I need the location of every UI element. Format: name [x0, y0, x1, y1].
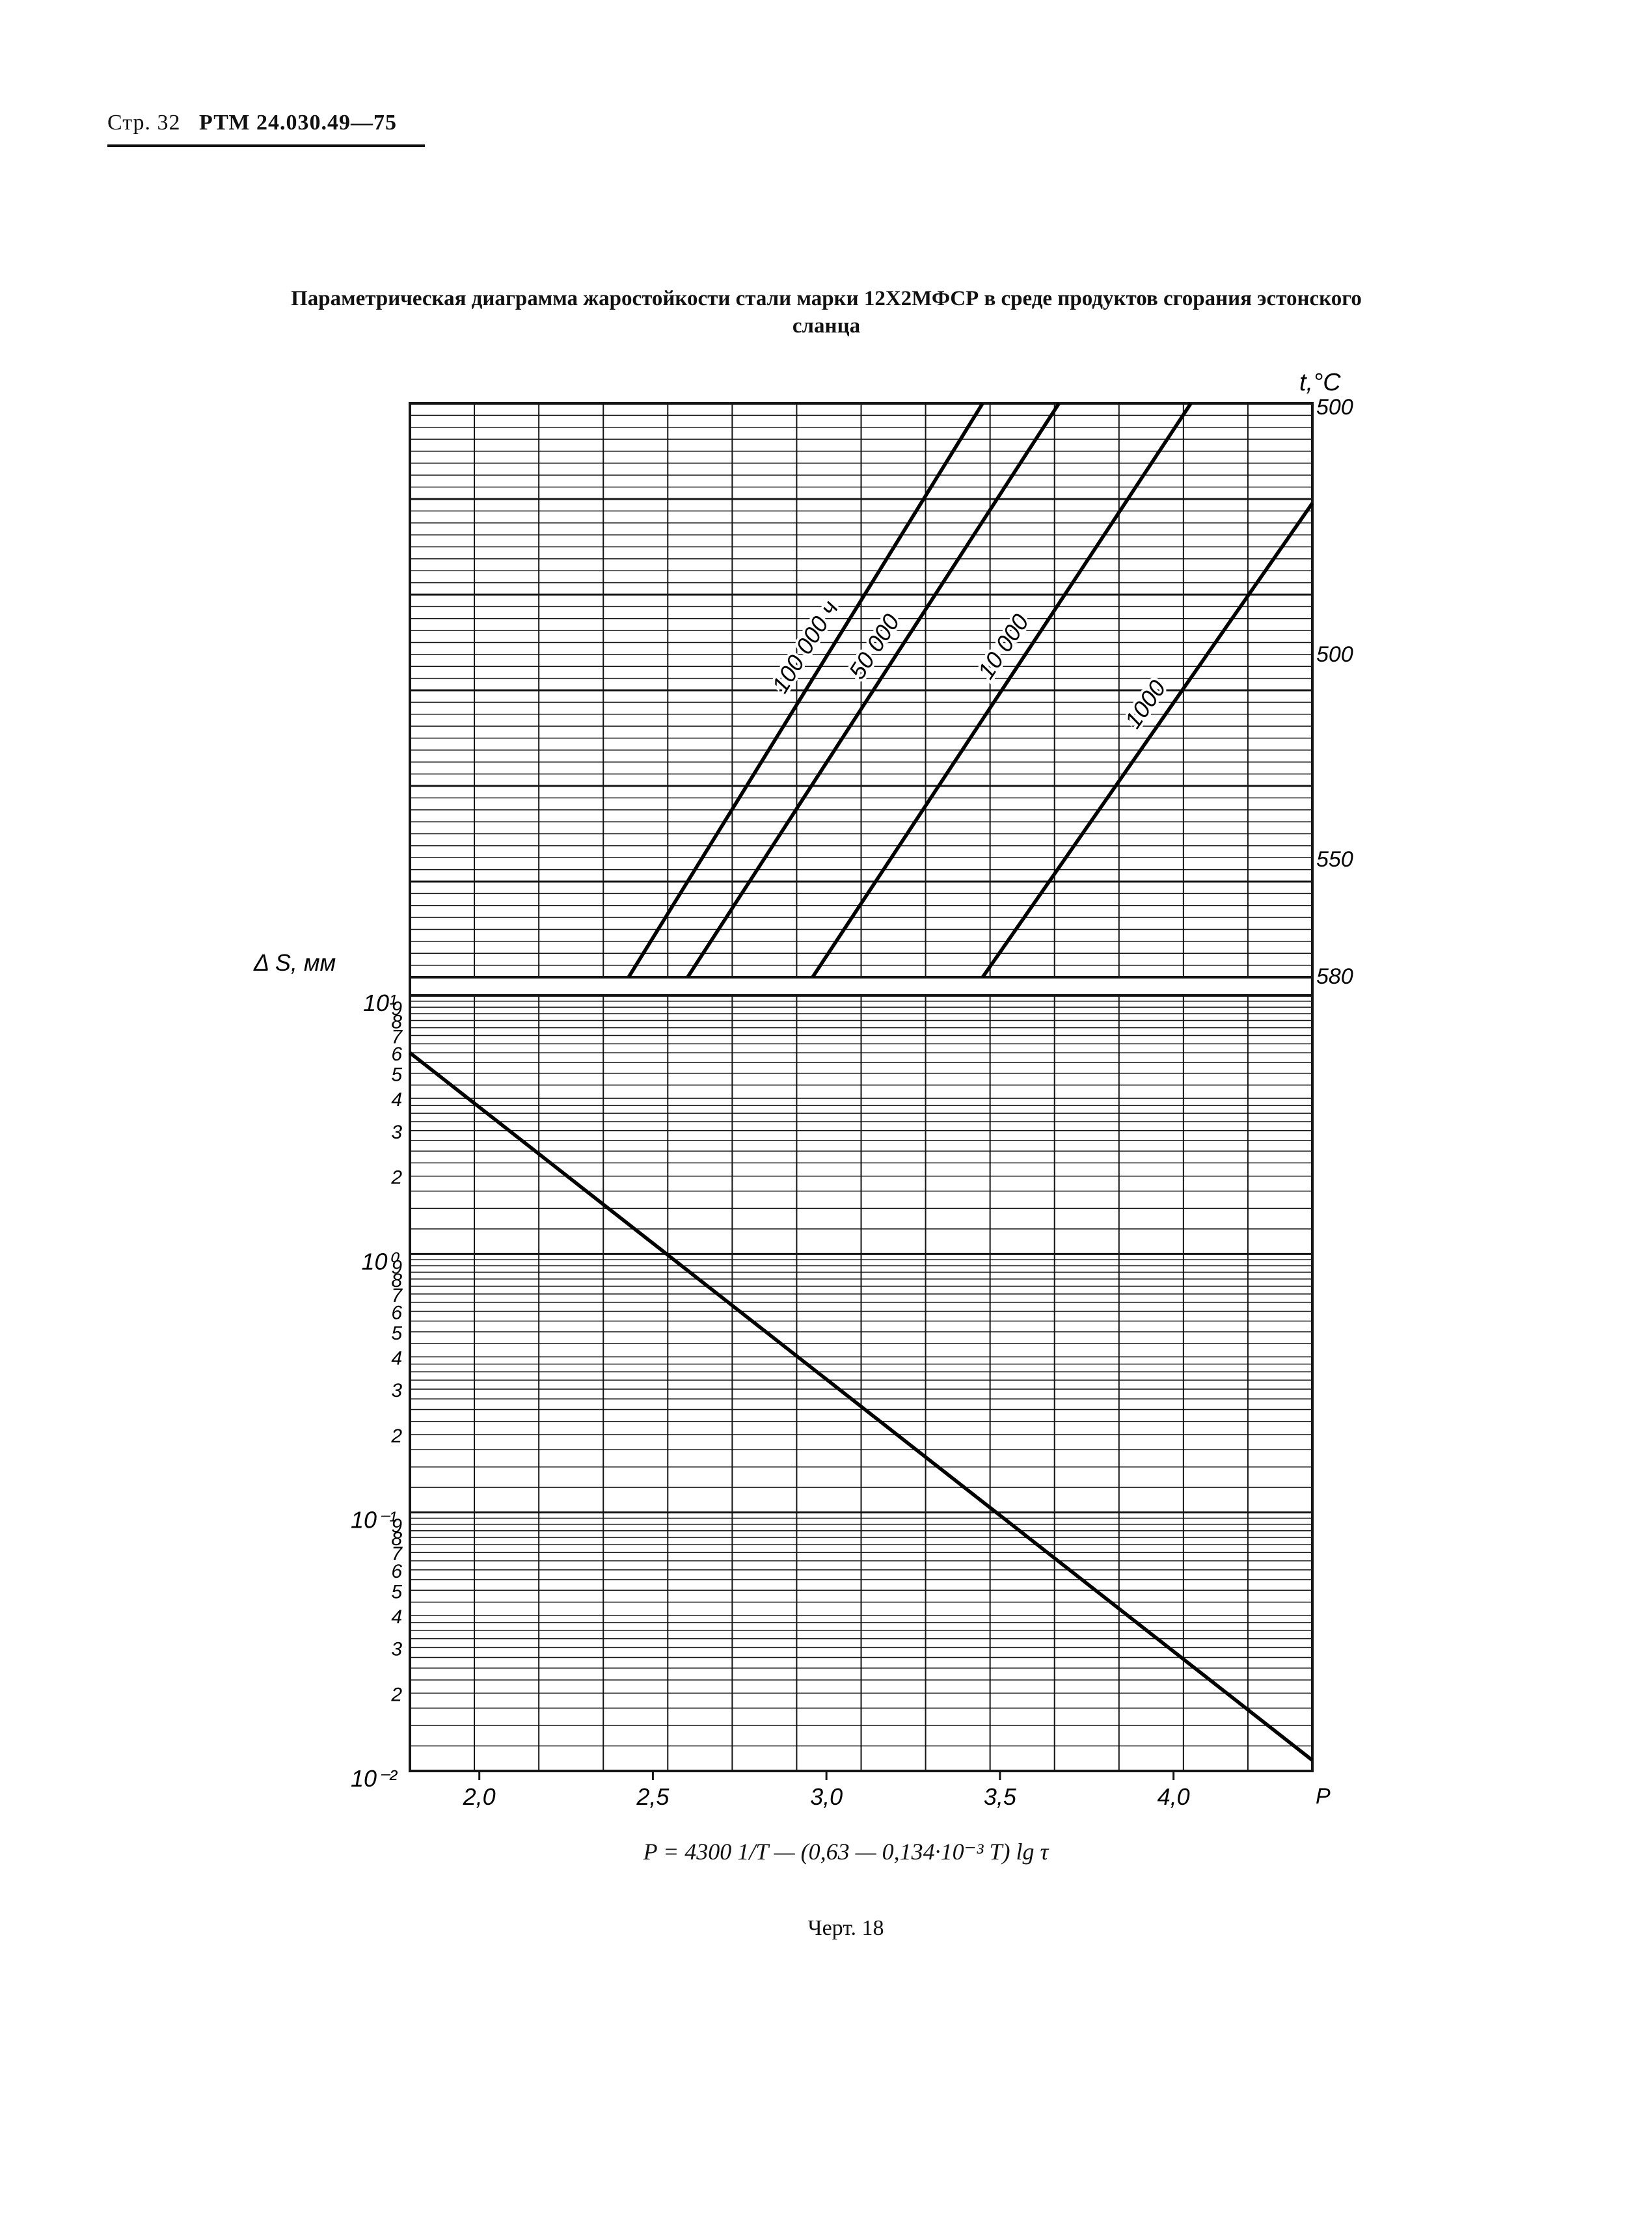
decade-tick-label: 10¹	[363, 990, 397, 1016]
minor-tick-label: 5	[391, 1581, 402, 1602]
bottom-axis-label: Δ S, мм	[253, 949, 336, 976]
minor-tick-label: 2	[390, 1167, 402, 1189]
minor-tick-label: 7	[391, 1027, 403, 1048]
minor-tick-label: 2	[390, 1425, 402, 1447]
minor-tick-label: 3	[391, 1380, 402, 1401]
minor-tick-label: 8	[391, 1270, 402, 1291]
top-panel-frame	[409, 402, 1314, 979]
x-tick-label: 3,0	[810, 1783, 843, 1810]
minor-tick-label: 8	[391, 1528, 402, 1550]
minor-tick-label: 9	[391, 1515, 402, 1537]
minor-tick-label: 6	[391, 1044, 402, 1065]
isochrone-line	[627, 402, 984, 979]
page-header: Стр. 32 РТМ 24.030.49—75	[107, 111, 397, 135]
minor-tick-label: 5	[391, 1323, 402, 1344]
figure-label: Черт. 18	[807, 1916, 884, 1940]
page-number: Стр. 32	[107, 111, 181, 135]
isochrone-label: 10 000	[972, 609, 1034, 683]
minor-tick-label: 3	[391, 1122, 402, 1143]
decade-tick-label: 10⁰	[362, 1248, 400, 1275]
x-tick-label: 2,0	[463, 1783, 496, 1810]
isochrone-line	[811, 402, 1193, 979]
bottom-panel-frame	[409, 994, 1314, 1772]
chart-caption: Параметрическая диаграмма жаростойкости …	[291, 287, 1362, 338]
minor-tick-label: 5	[391, 1064, 402, 1086]
minor-tick-label: 9	[391, 998, 402, 1020]
decade-tick-label: 10⁻²	[351, 1765, 398, 1792]
formula: P = 4300 1/T — (0,63 — 0,134·10⁻³ T) lg …	[643, 1839, 1049, 1865]
minor-tick-label: 4	[391, 1089, 402, 1111]
oxidation-depth-line	[409, 1051, 1314, 1762]
temperature-tick-label: 550	[1316, 847, 1353, 872]
minor-tick-label: 6	[391, 1561, 402, 1582]
decade-tick-label: 10⁻¹	[351, 1507, 397, 1533]
x-tick-label: 4,0	[1158, 1783, 1190, 1810]
minor-tick-label: 4	[391, 1606, 402, 1628]
isochrone-label: 1000	[1119, 675, 1171, 733]
isochrone-label: 50 000	[843, 609, 904, 684]
minor-tick-label: 6	[391, 1302, 402, 1323]
x-tick-label: 2,5	[636, 1783, 670, 1810]
minor-tick-label: 9	[391, 1257, 402, 1278]
x-axis-label: P	[1316, 1784, 1331, 1809]
x-tick-label: 3,5	[984, 1783, 1017, 1810]
top-axis-label: t,°C	[1299, 369, 1341, 396]
minor-tick-label: 4	[391, 1347, 402, 1369]
header-rule	[107, 144, 425, 147]
temperature-tick-label: 500	[1316, 395, 1353, 420]
temperature-tick-label: 500	[1316, 642, 1353, 667]
document-code: РТМ 24.030.49—75	[199, 111, 398, 135]
minor-tick-label: 2	[390, 1684, 402, 1705]
minor-tick-label: 7	[391, 1285, 403, 1306]
temperature-tick-label: 580	[1316, 964, 1353, 989]
isochrone-line	[981, 502, 1314, 979]
isochrone-line	[686, 402, 1061, 979]
minor-tick-label: 7	[391, 1543, 403, 1565]
minor-tick-label: 3	[391, 1638, 402, 1660]
minor-tick-label: 8	[391, 1012, 402, 1033]
